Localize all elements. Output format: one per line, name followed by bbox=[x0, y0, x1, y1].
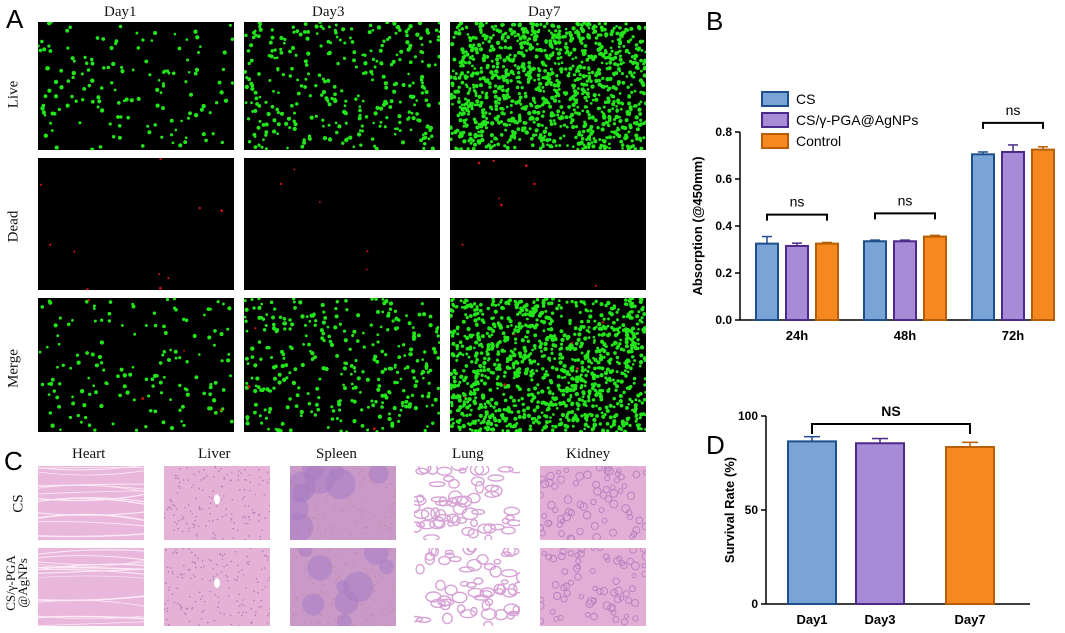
bar bbox=[863, 240, 887, 321]
legend-label: CS bbox=[796, 91, 815, 107]
bar bbox=[971, 153, 995, 321]
x-tick-label: 72h bbox=[1002, 328, 1024, 343]
histology-kidney-cs bbox=[540, 466, 646, 540]
significance-label: ns bbox=[1006, 102, 1021, 118]
micrograph-dead-day1 bbox=[38, 158, 234, 290]
histology-spleen-cspga bbox=[290, 548, 396, 626]
legend-swatch bbox=[761, 133, 789, 149]
chart-absorption: 0.0 0.2 0.4 0.6 0.8 Absorption (@450mm) 24h ns 4… bbox=[680, 40, 1060, 370]
y-tick-label: 0.2 bbox=[715, 266, 732, 280]
bar bbox=[923, 235, 947, 321]
legend-label: Control bbox=[796, 133, 841, 149]
significance-bracket bbox=[811, 423, 971, 434]
significance-bracket bbox=[874, 212, 936, 220]
y-tick-label: 100 bbox=[738, 409, 758, 423]
histology-heart-cs bbox=[38, 466, 144, 540]
y-axis-title: Survival Rate (%) bbox=[722, 457, 737, 563]
significance-label: ns bbox=[790, 194, 805, 210]
histology-liver-cs bbox=[164, 466, 270, 540]
panel-c-col-spleen: Spleen bbox=[316, 446, 357, 462]
panel-d-letter: D bbox=[706, 430, 725, 460]
micrograph-live-day3 bbox=[244, 22, 440, 150]
panel-c-col-liver: Liver bbox=[198, 446, 231, 462]
legend-label: CS/γ-PGA@AgNPs bbox=[796, 112, 918, 128]
y-tick-label: 0.0 bbox=[715, 313, 732, 327]
histology-heart-cspga bbox=[38, 548, 144, 626]
panel-c-row-cspga-line2: @AgNPs bbox=[15, 558, 30, 608]
bar bbox=[1031, 148, 1055, 321]
bar bbox=[855, 442, 905, 606]
y-tick-label: 0.8 bbox=[715, 125, 732, 139]
histology-lung-cspga bbox=[414, 548, 520, 626]
significance-bracket bbox=[982, 121, 1044, 129]
panel-c-col-kidney: Kidney bbox=[566, 446, 611, 462]
x-tick-label: 24h bbox=[786, 328, 808, 343]
panel-a-row-dead: Dead bbox=[5, 210, 22, 243]
legend-swatch bbox=[761, 91, 789, 107]
histology-spleen-cs bbox=[290, 466, 396, 540]
legend-swatch bbox=[761, 112, 789, 128]
bar bbox=[893, 240, 917, 321]
panel-c-col-lung: Lung bbox=[452, 446, 484, 462]
micrograph-live-day1 bbox=[38, 22, 234, 150]
micrograph-dead-day3 bbox=[244, 158, 440, 290]
bar bbox=[787, 440, 837, 605]
panel-a-letter: A bbox=[6, 4, 24, 34]
panel-a-col-day1: Day1 bbox=[104, 4, 137, 20]
y-tick-label: 0 bbox=[751, 597, 758, 611]
x-tick-label: Day7 bbox=[954, 612, 985, 627]
bar bbox=[785, 244, 809, 322]
y-tick-label: 0.6 bbox=[715, 172, 732, 186]
significance-label: NS bbox=[881, 403, 900, 419]
bar bbox=[815, 242, 839, 321]
histology-liver-cspga bbox=[164, 548, 270, 626]
micrograph-dead-day7 bbox=[450, 158, 646, 290]
micrograph-live-day7 bbox=[450, 22, 646, 150]
micrograph-merge-day3 bbox=[244, 298, 440, 432]
panel-b-letter: B bbox=[706, 6, 724, 36]
micrograph-merge-day7 bbox=[450, 298, 646, 432]
micrograph-merge-day1 bbox=[38, 298, 234, 432]
x-tick-label: Day3 bbox=[864, 612, 895, 627]
panel-c-letter: C bbox=[4, 446, 23, 476]
significance-label: ns bbox=[898, 192, 913, 208]
histology-lung-cs bbox=[414, 466, 520, 540]
panel-c-col-heart: Heart bbox=[72, 446, 106, 462]
bar bbox=[755, 242, 779, 321]
x-tick-label: Day1 bbox=[796, 612, 827, 627]
significance-bracket bbox=[766, 213, 828, 221]
histology-kidney-cspga bbox=[540, 548, 646, 626]
y-axis-title: Absorption (@450mm) bbox=[690, 156, 705, 295]
x-tick-label: 48h bbox=[894, 328, 916, 343]
panel-c-row-cs: CS bbox=[10, 494, 27, 513]
panel-a-row-live: Live bbox=[5, 80, 22, 109]
panel-a-col-day3: Day3 bbox=[312, 4, 345, 20]
chart-survival: 0 50 100 Survival Rate (%) Day1 Day3 Day7 NS bbox=[680, 380, 1060, 630]
y-tick-label: 0.4 bbox=[715, 219, 732, 233]
panel-a-row-merge: Merge bbox=[5, 349, 22, 388]
y-tick-label: 50 bbox=[745, 503, 759, 517]
panel-a-col-day7: Day7 bbox=[528, 4, 561, 20]
bar bbox=[1001, 150, 1025, 321]
bar bbox=[945, 446, 995, 605]
